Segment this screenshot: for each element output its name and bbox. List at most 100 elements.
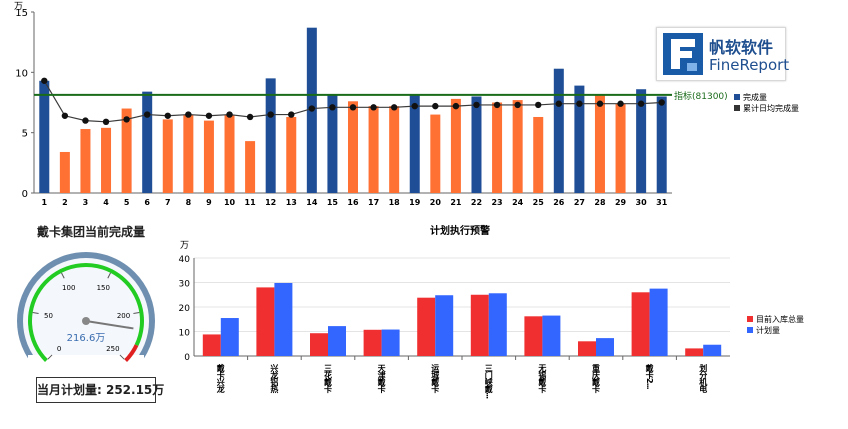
- bar-day-30: [636, 89, 647, 193]
- avg-point-day-25: [535, 101, 542, 109]
- finereport-logo-icon: [663, 33, 703, 75]
- avg-point-day-23: [493, 101, 501, 109]
- x-tick-label: 31: [656, 198, 668, 207]
- gauge-tick: [133, 312, 140, 314]
- bar-day-27: [574, 85, 585, 193]
- y-tick-label: 10: [15, 68, 28, 79]
- x-tick-label: 23: [491, 198, 502, 207]
- bar-stock-4: [417, 297, 436, 356]
- bar-stock-3: [363, 329, 382, 356]
- avg-point-day-18: [390, 104, 398, 111]
- bar-day-4: [101, 127, 112, 193]
- avg-point-day-27: [576, 100, 583, 107]
- avg-point-day-13: [288, 111, 295, 118]
- avg-point-day-4: [102, 118, 110, 126]
- bar-plan-9: [703, 344, 722, 356]
- bar-day-19: [409, 95, 420, 193]
- x-tick-label: 30: [636, 198, 648, 207]
- x-tick-label: 戴卡2...: [645, 363, 654, 390]
- y-tick-label: 0: [22, 189, 28, 200]
- legend-label-line: 累计日均完成量: [743, 103, 799, 113]
- bar-plan-0: [220, 318, 239, 356]
- bar-day-25: [533, 116, 544, 193]
- x-tick-label: 重庆戴卡: [592, 363, 601, 394]
- x-tick-label: 22: [471, 198, 482, 207]
- bar-stock-2: [310, 333, 328, 356]
- logo-en-text: FineReport: [709, 56, 790, 74]
- bar-day-15: [327, 95, 338, 193]
- legend-swatch-line: [734, 105, 740, 111]
- bar-day-22: [471, 96, 482, 193]
- y-tick-label: 15: [15, 8, 28, 19]
- avg-point-day-3: [82, 117, 89, 124]
- x-tick-label: 划分机电: [699, 363, 708, 394]
- avg-point-day-31: [658, 99, 665, 106]
- y-axis-unit: 万: [180, 241, 189, 251]
- legend-swatch-0: [747, 316, 753, 322]
- avg-point-day-22: [473, 101, 480, 109]
- bar-stock-1: [256, 287, 275, 356]
- y-tick-label: 0: [184, 353, 190, 363]
- bar-day-26: [553, 68, 564, 193]
- x-tick-label: 17: [368, 198, 379, 207]
- avg-point-day-7: [164, 112, 171, 119]
- bar-day-1: [39, 80, 50, 193]
- x-tick-label: 24: [512, 198, 524, 207]
- gauge-tick-label: 0: [57, 345, 61, 353]
- x-tick-label: 25: [533, 198, 545, 207]
- avg-point-day-14: [308, 105, 316, 112]
- bar-plan-7: [596, 338, 614, 356]
- avg-point-day-20: [432, 102, 439, 110]
- bar-plan-5: [488, 293, 507, 356]
- y-tick-label: 10: [179, 329, 191, 339]
- x-tick-label: 无锡戴卡: [538, 364, 547, 394]
- bar-day-23: [492, 102, 503, 193]
- legend-swatch-1: [747, 327, 753, 333]
- x-tick-label: 29: [615, 198, 627, 207]
- x-tick-label: 19: [409, 198, 421, 207]
- legend-label-1: 计划量: [756, 325, 780, 335]
- x-tick-label: 20: [430, 198, 442, 207]
- avg-point-day-28: [596, 100, 604, 107]
- gauge-needle: [85, 320, 134, 330]
- gauge-tick-label: 250: [106, 345, 119, 353]
- bar-day-11: [245, 141, 256, 193]
- gauge-band-red: [124, 344, 139, 363]
- x-tick-label: 三花戴卡: [324, 364, 333, 394]
- gauge-tick: [107, 272, 111, 279]
- y-tick-label: 20: [179, 304, 191, 314]
- legend-swatch-bars: [734, 94, 740, 100]
- bar-day-2: [59, 151, 70, 193]
- avg-point-day-30: [637, 100, 645, 107]
- gauge-tick-label: 150: [97, 284, 110, 292]
- legend-label-0: 目前入库总量: [756, 314, 804, 324]
- bar-day-9: [203, 120, 214, 193]
- x-tick-label: 11: [245, 198, 257, 207]
- avg-point-day-17: [370, 104, 377, 111]
- x-tick-label: 9: [206, 198, 212, 207]
- bar-day-5: [121, 108, 132, 193]
- x-tick-label: 2: [62, 198, 68, 207]
- avg-point-day-9: [205, 112, 213, 119]
- gauge-base-cut: [28, 355, 144, 376]
- x-tick-label: 8: [186, 198, 192, 207]
- bar-day-17: [368, 106, 379, 193]
- avg-point-day-21: [452, 102, 460, 110]
- bar-day-8: [183, 114, 194, 193]
- legend-label-bars: 完成量: [743, 92, 767, 102]
- gauge-tick-label: 50: [44, 312, 53, 320]
- avg-point-day-19: [411, 102, 418, 110]
- x-tick-label: 兴龙铝热: [270, 363, 279, 394]
- bar-day-24: [512, 100, 523, 193]
- y-tick-label: 30: [179, 280, 191, 290]
- avg-point-day-1: [41, 77, 48, 84]
- bar-day-10: [224, 114, 235, 193]
- x-tick-label: 13: [286, 198, 297, 207]
- x-tick-label: 3: [83, 198, 89, 207]
- x-tick-label: 天津戴卡: [376, 364, 386, 394]
- x-tick-label: 5: [124, 198, 130, 207]
- bar-day-31: [656, 96, 667, 193]
- bar-plan-8: [649, 288, 668, 356]
